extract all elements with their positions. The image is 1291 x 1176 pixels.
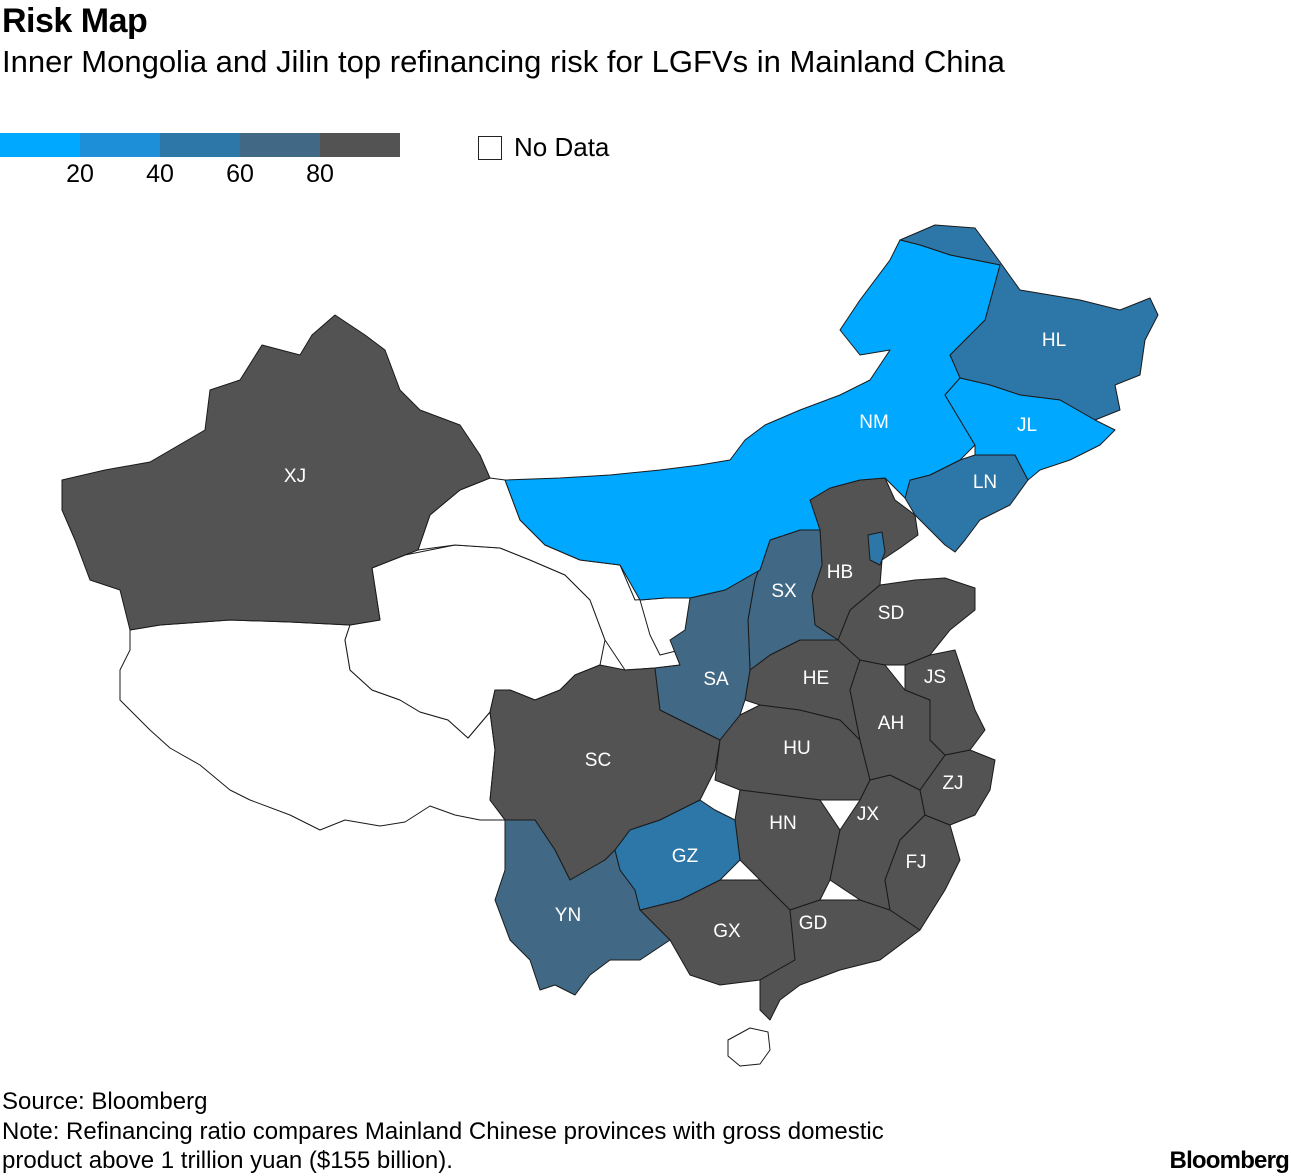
label-jx: JX <box>857 804 880 825</box>
legend-tick: 40 <box>146 160 174 188</box>
province-ah <box>849 659 946 791</box>
label-sc: SC <box>585 750 611 771</box>
province-jl <box>944 377 1116 481</box>
source-note: Source: Bloomberg <box>2 1088 208 1115</box>
label-gd: GD <box>799 913 828 934</box>
legend-bin-40-60 <box>160 133 240 157</box>
no-data-legend: No Data <box>478 132 609 163</box>
legend-tick: 60 <box>226 160 254 188</box>
label-js: JS <box>924 667 946 688</box>
label-sx: SX <box>771 581 797 602</box>
label-xj: XJ <box>284 466 306 487</box>
province-xj <box>61 314 491 631</box>
province-gz <box>614 799 741 911</box>
legend-tick: 20 <box>66 160 94 188</box>
label-ah: AH <box>878 713 904 734</box>
bloomberg-logo: Bloomberg <box>1169 1147 1290 1174</box>
label-zj: ZJ <box>942 773 963 794</box>
label-hb: HB <box>827 562 853 583</box>
province-js <box>904 649 986 756</box>
label-nm: NM <box>859 412 889 433</box>
no-data-swatch <box>478 135 502 160</box>
legend-tick: 80 <box>306 160 334 188</box>
chart-subtitle: Inner Mongolia and Jilin top refinancing… <box>2 44 1005 79</box>
label-hu: HU <box>783 738 810 759</box>
label-he: HE <box>803 668 829 689</box>
province-yn <box>494 819 671 996</box>
legend-bin-80-100 <box>320 133 400 157</box>
province-fj <box>884 814 961 931</box>
label-yn: YN <box>555 905 581 926</box>
color-legend: 20 40 60 80 <box>0 133 400 193</box>
legend-bin-60-80 <box>240 133 320 157</box>
label-sa: SA <box>703 669 729 690</box>
province-beijing <box>867 531 886 566</box>
footnote-line-1: Note: Refinancing ratio compares Mainlan… <box>2 1118 884 1145</box>
label-gx: GX <box>713 921 741 942</box>
province-hainan <box>727 1027 771 1067</box>
chart-title: Risk Map <box>2 2 148 40</box>
label-ln: LN <box>973 472 997 493</box>
label-hn: HN <box>769 813 796 834</box>
no-data-label: No Data <box>514 132 610 162</box>
province-nm <box>504 239 1001 601</box>
province-ln <box>904 454 1029 553</box>
legend-bin-20-40 <box>80 133 160 157</box>
label-sd: SD <box>878 603 904 624</box>
footnote-line-2: product above 1 trillion yuan ($155 bill… <box>2 1147 453 1174</box>
label-jl: JL <box>1017 415 1037 436</box>
label-fj: FJ <box>905 852 926 873</box>
legend-bin-0-20 <box>0 133 80 157</box>
label-gz: GZ <box>672 846 699 867</box>
label-hl: HL <box>1042 330 1066 351</box>
